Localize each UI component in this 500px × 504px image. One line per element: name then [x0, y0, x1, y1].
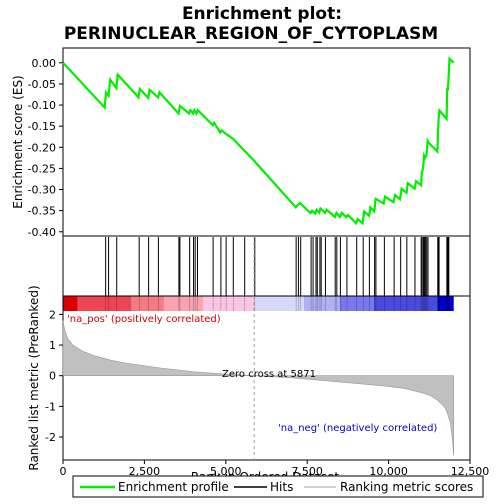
- es-profile-line: [62, 56, 455, 226]
- color-bar-segment: [437, 296, 454, 311]
- negative-correlation-label: 'na_neg' (negatively correlated): [278, 423, 437, 434]
- legend-label-ranking-metric: Ranking metric scores: [340, 480, 473, 494]
- legend-label-enrichment-profile: Enrichment profile: [118, 480, 229, 494]
- color-bar-segment: [339, 296, 374, 311]
- color-bar-segment: [203, 296, 255, 311]
- es-y-tick-label: -0.10: [28, 99, 56, 112]
- x-tick-label: 7,500: [291, 465, 323, 478]
- es-y-axis: 0.00 -0.05 -0.10 -0.15 -0.20 -0.25 -0.30 -0.35 -…: [28, 57, 63, 239]
- metric-y-tick-label: 2: [49, 308, 56, 321]
- rank-color-bar: [63, 296, 454, 311]
- x-tick-label: 5,000: [210, 465, 242, 478]
- legend-label-hits: Hits: [270, 480, 293, 494]
- es-y-tick-label: -0.25: [28, 162, 56, 175]
- es-y-tick-label: -0.35: [28, 205, 56, 218]
- metric-x-axis: 0 2,500 5,000 7,500 10,000 12,500: [60, 460, 490, 478]
- color-bar-segment: [77, 296, 132, 311]
- metric-y-tick-label: 1: [49, 339, 56, 352]
- x-tick-label: 12,500: [451, 465, 490, 478]
- metric-y-tick-label: 0: [49, 370, 56, 383]
- es-y-tick-label: -0.30: [28, 184, 56, 197]
- legend-frame: [72, 475, 484, 498]
- es-y-axis-label: Enrichment score (ES): [11, 75, 25, 208]
- metric-y-tick-label: -1: [45, 400, 56, 413]
- metric-y-axis-label: Ranked list metric (PreRanked): [27, 285, 41, 470]
- es-panel-frame: [62, 47, 471, 237]
- metric-panel-frame: [62, 295, 471, 461]
- es-y-tick-label: -0.15: [28, 120, 56, 133]
- x-tick-label: 0: [60, 465, 67, 478]
- chart-title-line2: PERINUCLEAR_REGION_OF_CYTOPLASM: [64, 24, 438, 44]
- metric-y-axis: 2 1 0 -1 -2: [45, 308, 63, 444]
- positive-correlation-label: 'na_pos' (positively correlated): [67, 314, 221, 325]
- chart-title-line1: Enrichment plot:: [182, 4, 342, 24]
- color-bar-segment: [373, 296, 438, 311]
- x-tick-label: 10,000: [369, 465, 408, 478]
- zero-cross-label: Zero cross at 5871: [222, 369, 316, 380]
- legend: Enrichment profile Hits Ranking metric s…: [72, 475, 484, 498]
- x-tick-label: 2,500: [129, 465, 161, 478]
- color-bar-segment: [303, 296, 340, 311]
- color-bar-segment: [131, 296, 164, 311]
- metric-y-tick-label: -2: [45, 431, 56, 444]
- color-bar-segment: [63, 296, 78, 311]
- es-y-tick-label: -0.40: [28, 226, 56, 239]
- hit-markers: [105, 237, 450, 296]
- color-bar-segment: [254, 296, 304, 311]
- es-y-tick-label: -0.05: [28, 78, 56, 91]
- color-bar-segment: [163, 296, 204, 311]
- es-y-tick-label: 0.00: [32, 57, 57, 70]
- hits-panel-frame: [62, 235, 471, 297]
- ranking-metric-area: [62, 320, 454, 456]
- es-y-tick-label: -0.20: [28, 141, 56, 154]
